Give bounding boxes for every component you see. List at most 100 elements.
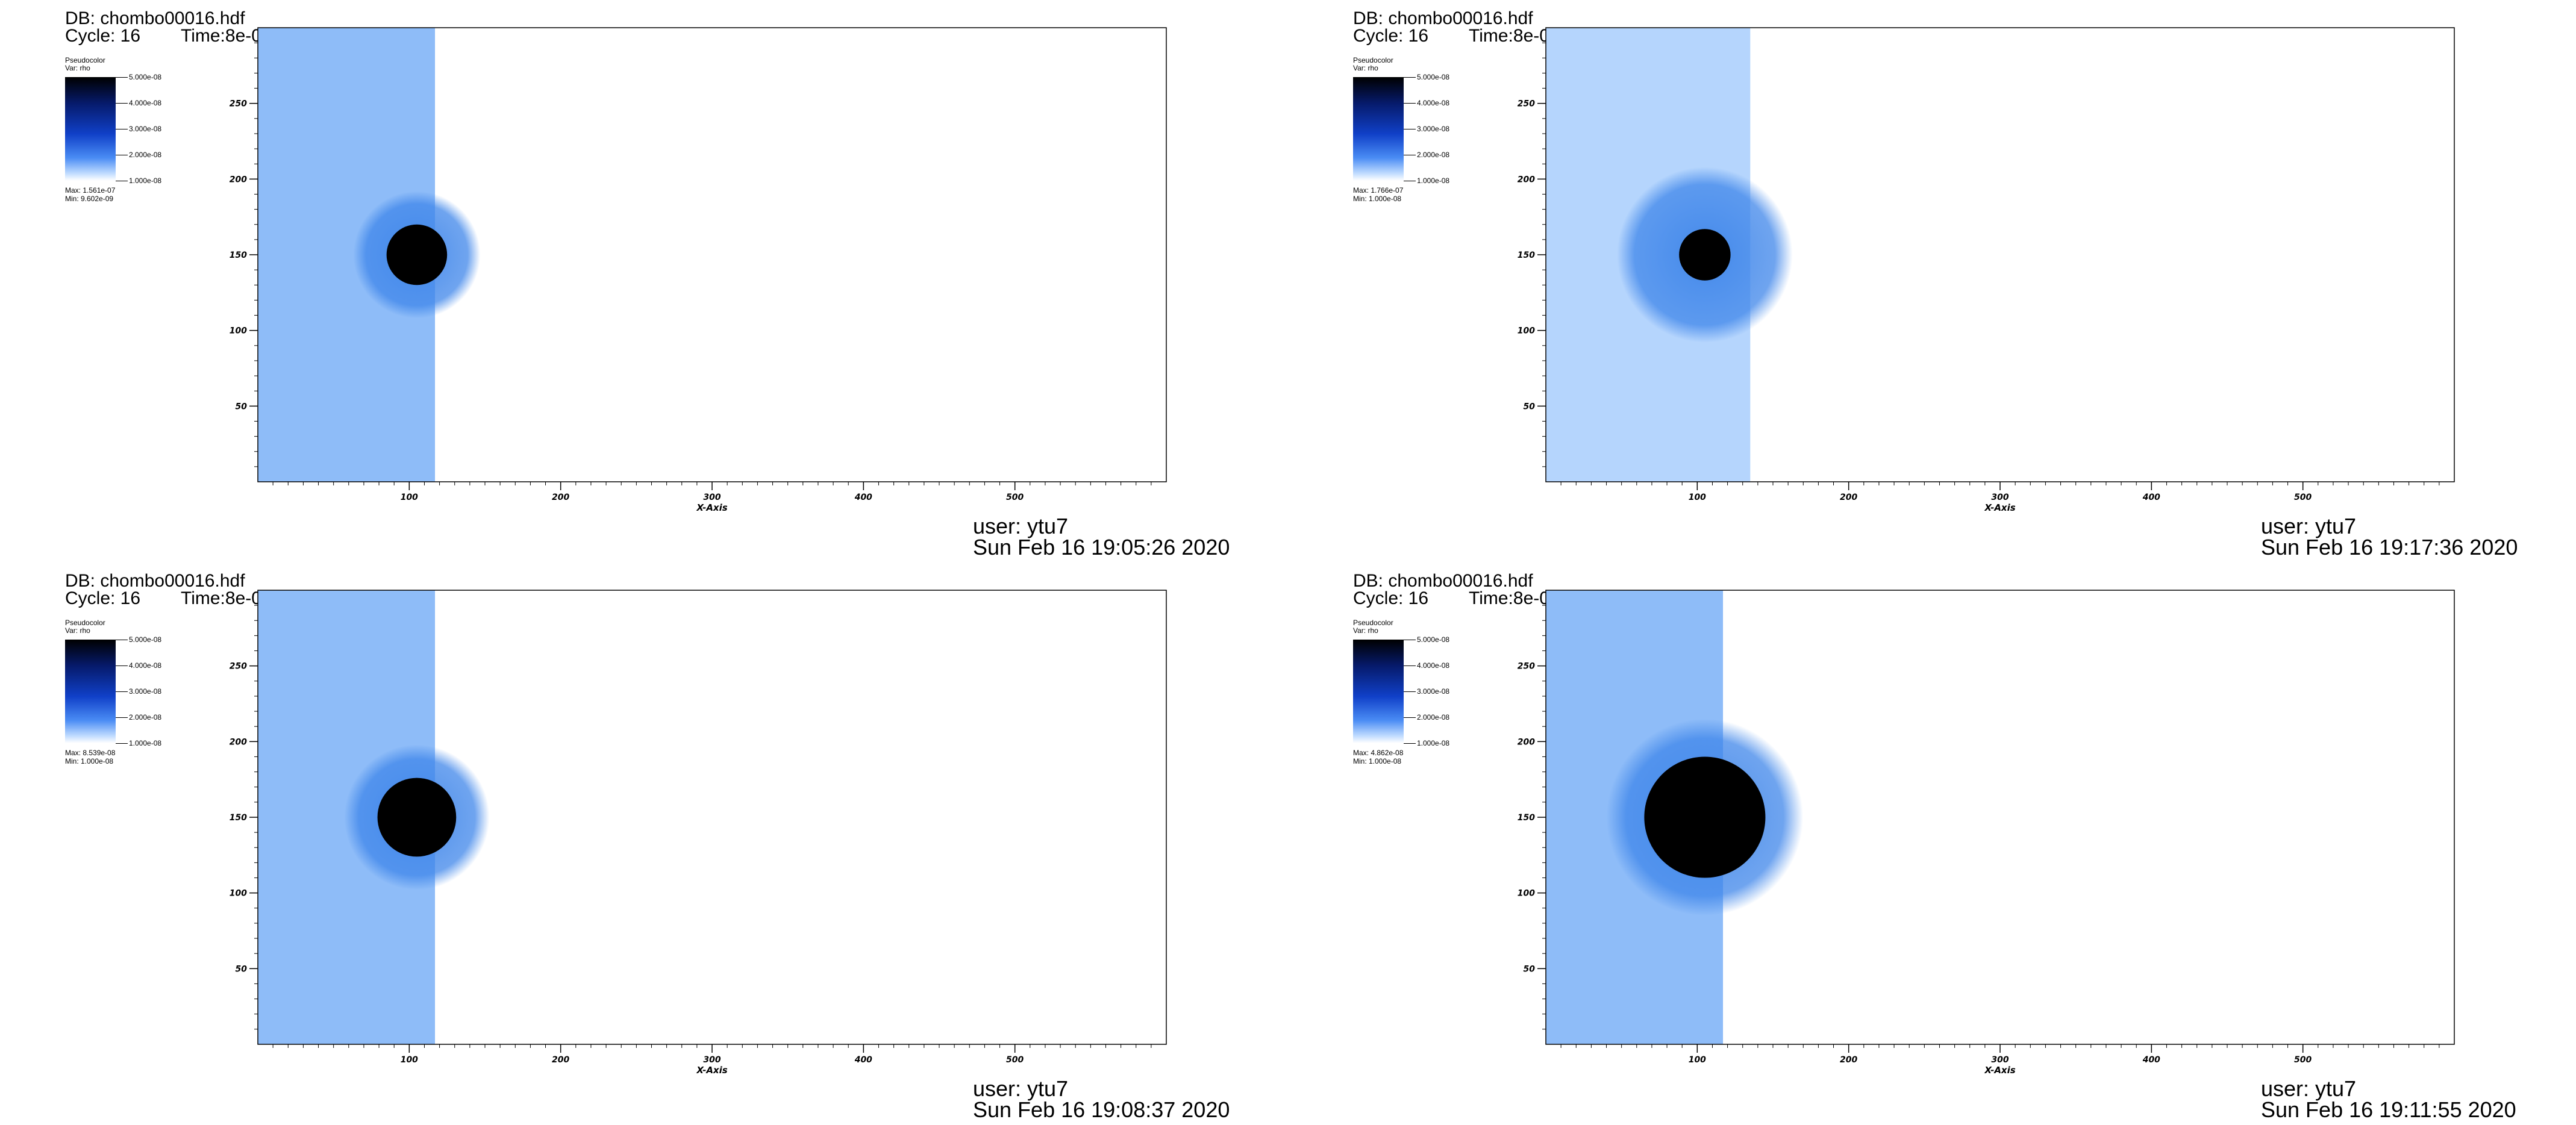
database-label: DB: chombo00016.hdf — [1353, 571, 1533, 591]
legend-tick-label: 3.000e-08 — [129, 125, 162, 133]
legend-tick-mark — [116, 691, 128, 692]
y-tick-label: 50 — [236, 402, 248, 411]
legend-tick-label: 2.000e-08 — [1417, 151, 1450, 159]
legend-min: Min: 1.000e-08 — [1353, 757, 1402, 765]
x-tick-label: 100 — [1689, 493, 1706, 502]
legend-tick-label: 5.000e-08 — [129, 635, 162, 644]
legend-tick-mark — [116, 665, 128, 666]
x-axis-label: X-Axis — [1984, 1065, 2015, 1076]
y-tick-label: 200 — [230, 737, 247, 747]
x-tick-label: 400 — [2142, 1055, 2160, 1065]
x-tick-label: 200 — [552, 1055, 569, 1065]
y-tick-label: 150 — [230, 813, 247, 823]
legend-tick-label: 1.000e-08 — [129, 176, 162, 185]
legend-tick-label: 5.000e-08 — [1417, 635, 1450, 644]
y-tick-label: 200 — [230, 175, 247, 184]
legend-tick-mark — [1404, 665, 1416, 666]
dense-bubble — [1679, 229, 1731, 281]
visit-plot-window-3: DB: chombo00016.hdf Cycle: 16 Time:8e-06 Ps… — [0, 562, 1288, 1125]
legend-tick-label: 2.000e-08 — [129, 151, 162, 159]
x-tick-label: 100 — [401, 1055, 418, 1065]
x-tick-label: 500 — [1006, 1055, 1024, 1065]
x-tick-label: 200 — [1840, 493, 1857, 502]
database-label: DB: chombo00016.hdf — [1353, 8, 1533, 28]
legend-tick-label: 1.000e-08 — [1417, 739, 1450, 747]
legend-plot-type: Pseudocolor — [1353, 56, 1393, 64]
dense-bubble — [377, 778, 457, 857]
cycle-text: Cycle: 16 — [65, 588, 141, 608]
database-label: DB: chombo00016.hdf — [65, 8, 245, 28]
cycle-label: Cycle: 16 Time:8e-06 — [65, 588, 272, 608]
y-tick-label: 150 — [230, 251, 247, 260]
legend-tick-mark — [1404, 717, 1416, 718]
y-tick-label: 100 — [230, 889, 247, 899]
legend-tick-mark — [116, 77, 128, 78]
dense-bubble — [386, 224, 448, 285]
x-tick-label: 500 — [1006, 493, 1024, 502]
date-label: Sun Feb 16 19:08:37 2020 — [973, 1097, 1230, 1122]
date-label: Sun Feb 16 19:05:26 2020 — [973, 535, 1230, 559]
time-label: Time:8e-06 — [181, 26, 272, 46]
cycle-text: Cycle: 16 — [1353, 588, 1429, 608]
plot-area: 10020030040050050100150200250X-AxisY-Axi… — [230, 590, 1167, 1076]
y-tick-label: 50 — [1524, 402, 1536, 411]
user-label: user: ytu7 — [2261, 514, 2357, 538]
legend-tick-mark — [116, 717, 128, 718]
legend-tick-label: 3.000e-08 — [1417, 125, 1450, 133]
database-label: DB: chombo00016.hdf — [65, 571, 245, 591]
y-tick-label: 250 — [1518, 662, 1535, 672]
x-tick-label: 200 — [552, 493, 569, 502]
x-tick-label: 500 — [2294, 1055, 2312, 1065]
y-tick-label: 50 — [1524, 964, 1536, 974]
legend-variable: Var: rho — [65, 64, 90, 72]
y-tick-label: 50 — [236, 964, 248, 974]
x-tick-label: 100 — [1689, 1055, 1706, 1065]
legend-tick-label: 1.000e-08 — [129, 739, 162, 747]
legend-tick-mark — [116, 103, 128, 104]
legend-min: Min: 1.000e-08 — [65, 757, 114, 765]
x-tick-label: 400 — [854, 493, 872, 502]
y-tick-label: 150 — [1518, 813, 1535, 823]
legend-min: Min: 1.000e-08 — [1353, 195, 1402, 203]
x-axis-label: X-Axis — [696, 1065, 727, 1076]
legend-tick-label: 3.000e-08 — [129, 687, 162, 696]
y-tick-label: 250 — [230, 99, 247, 109]
x-tick-label: 400 — [2142, 493, 2160, 502]
legend-max: Max: 1.561e-07 — [65, 186, 116, 195]
legend-tick-mark — [1404, 743, 1416, 744]
plot-area: 10020030040050050100150200250X-AxisY-Axi… — [230, 27, 1167, 513]
legend-plot-type: Pseudocolor — [65, 56, 105, 64]
legend-tick-label: 3.000e-08 — [1417, 687, 1450, 696]
time-label: Time:8e-06 — [1469, 26, 1560, 46]
legend-tick-label: 5.000e-08 — [129, 73, 162, 81]
time-label: Time:8e-06 — [1469, 588, 1560, 608]
date-label: Sun Feb 16 19:11:55 2020 — [2261, 1097, 2516, 1122]
x-tick-label: 300 — [703, 1055, 721, 1065]
visit-plot-window-4: DB: chombo00016.hdf Cycle: 16 Time:8e-06 Ps… — [1288, 562, 2576, 1125]
visit-plot-window-1: DB: chombo00016.hdf Cycle: 16 Time:8e-06 Ps… — [0, 0, 1288, 562]
y-tick-label: 100 — [1518, 326, 1535, 336]
x-tick-label: 400 — [854, 1055, 872, 1065]
x-tick-label: 300 — [703, 493, 721, 502]
legend-tick-mark — [1404, 77, 1416, 78]
legend-min: Min: 9.602e-09 — [65, 195, 114, 203]
legend-color-bar — [65, 77, 116, 181]
cycle-text: Cycle: 16 — [65, 26, 141, 46]
legend-tick-label: 4.000e-08 — [129, 661, 162, 670]
legend-plot-type: Pseudocolor — [65, 619, 105, 627]
legend-tick-label: 2.000e-08 — [1417, 713, 1450, 721]
plot-area: 10020030040050050100150200250X-AxisY-Axi… — [1518, 27, 2455, 513]
legend-plot-type: Pseudocolor — [1353, 619, 1393, 627]
legend-variable: Var: rho — [1353, 64, 1378, 72]
y-tick-label: 250 — [230, 662, 247, 672]
legend-max: Max: 4.862e-08 — [1353, 749, 1404, 757]
legend-tick-mark — [1404, 691, 1416, 692]
legend-variable: Var: rho — [65, 626, 90, 635]
time-label: Time:8e-06 — [181, 588, 272, 608]
x-axis-label: X-Axis — [696, 502, 727, 513]
legend-tick-mark — [116, 743, 128, 744]
y-tick-label: 200 — [1518, 737, 1535, 747]
cycle-label: Cycle: 16 Time:8e-06 — [65, 26, 272, 46]
legend-color-bar — [1353, 640, 1404, 743]
date-label: Sun Feb 16 19:17:36 2020 — [2261, 535, 2518, 559]
